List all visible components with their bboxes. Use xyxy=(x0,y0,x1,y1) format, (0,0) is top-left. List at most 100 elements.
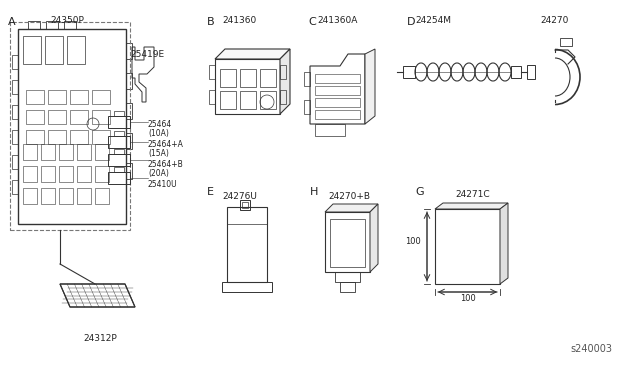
Bar xyxy=(240,69,256,87)
Text: (20A): (20A) xyxy=(148,169,169,178)
Bar xyxy=(325,212,370,272)
Bar xyxy=(92,90,110,104)
Bar xyxy=(242,202,248,208)
Text: 100: 100 xyxy=(460,294,476,303)
Polygon shape xyxy=(325,204,378,212)
Text: 24254M: 24254M xyxy=(415,16,451,25)
Polygon shape xyxy=(435,203,508,209)
Text: B: B xyxy=(207,17,214,27)
Bar xyxy=(126,103,132,119)
Bar xyxy=(95,188,109,204)
Bar xyxy=(64,21,76,29)
Text: s240003: s240003 xyxy=(570,344,612,354)
Bar xyxy=(108,136,130,148)
Text: 25419E: 25419E xyxy=(130,50,164,59)
Bar xyxy=(18,29,126,224)
Text: D: D xyxy=(407,17,415,27)
Bar xyxy=(527,65,535,79)
Bar xyxy=(240,91,256,109)
Bar xyxy=(59,144,73,160)
Bar xyxy=(114,149,124,154)
Text: 24276U: 24276U xyxy=(222,192,257,201)
Bar xyxy=(48,90,66,104)
Bar xyxy=(280,65,286,79)
Text: 241360A: 241360A xyxy=(317,16,357,25)
Bar xyxy=(126,73,132,89)
Bar xyxy=(70,90,88,104)
Bar xyxy=(70,130,88,144)
Bar xyxy=(114,131,124,136)
Bar xyxy=(511,66,521,78)
Bar xyxy=(46,21,58,29)
Bar xyxy=(12,105,18,119)
Bar xyxy=(48,130,66,144)
Bar xyxy=(12,180,18,194)
Bar xyxy=(12,80,18,94)
Bar xyxy=(70,110,88,124)
Bar xyxy=(126,43,132,59)
Bar xyxy=(92,130,110,144)
Bar xyxy=(67,36,85,64)
Bar xyxy=(209,65,215,79)
Text: (15A): (15A) xyxy=(148,149,169,158)
Bar xyxy=(59,188,73,204)
Bar xyxy=(95,166,109,182)
Bar xyxy=(77,144,91,160)
Bar xyxy=(315,74,360,83)
Bar xyxy=(280,90,286,104)
Text: 100: 100 xyxy=(405,237,421,246)
Bar xyxy=(26,90,44,104)
Bar xyxy=(315,86,360,95)
Text: A: A xyxy=(8,17,15,27)
Bar xyxy=(560,38,572,46)
Bar xyxy=(240,200,250,210)
Text: C: C xyxy=(308,17,316,27)
Bar xyxy=(209,90,215,104)
Bar xyxy=(260,69,276,87)
Bar xyxy=(10,22,130,230)
Bar xyxy=(114,111,124,116)
Text: 24271C: 24271C xyxy=(455,190,490,199)
Bar xyxy=(108,154,130,166)
Bar xyxy=(26,130,44,144)
Text: 25464: 25464 xyxy=(148,120,172,129)
Bar xyxy=(340,282,355,292)
Bar xyxy=(220,91,236,109)
Bar xyxy=(12,55,18,69)
Bar xyxy=(28,21,40,29)
Bar xyxy=(227,207,267,282)
Bar xyxy=(215,59,280,114)
Text: 24270+B: 24270+B xyxy=(328,192,370,201)
Text: 25464+B: 25464+B xyxy=(148,160,184,169)
Bar xyxy=(45,36,63,64)
Bar xyxy=(95,144,109,160)
Polygon shape xyxy=(370,204,378,272)
Bar xyxy=(222,282,272,292)
Text: 25410U: 25410U xyxy=(148,180,178,189)
Bar xyxy=(435,209,500,284)
Bar xyxy=(304,72,310,86)
Text: G: G xyxy=(415,187,424,197)
Bar xyxy=(220,69,236,87)
Bar xyxy=(108,116,130,128)
Polygon shape xyxy=(365,49,375,124)
Text: 24350P: 24350P xyxy=(50,16,84,25)
Text: E: E xyxy=(207,187,214,197)
Bar xyxy=(126,163,132,179)
Bar xyxy=(12,130,18,144)
Bar xyxy=(23,36,41,64)
Bar xyxy=(41,188,55,204)
Text: 241360: 241360 xyxy=(222,16,256,25)
Bar xyxy=(315,98,360,107)
Bar xyxy=(126,133,132,149)
Bar xyxy=(92,110,110,124)
Bar xyxy=(77,166,91,182)
Polygon shape xyxy=(500,203,508,284)
Polygon shape xyxy=(215,49,290,59)
Bar xyxy=(260,91,276,109)
Bar xyxy=(315,110,360,119)
Bar xyxy=(114,167,124,172)
Bar xyxy=(403,66,415,78)
Bar xyxy=(304,100,310,114)
Bar xyxy=(12,155,18,169)
